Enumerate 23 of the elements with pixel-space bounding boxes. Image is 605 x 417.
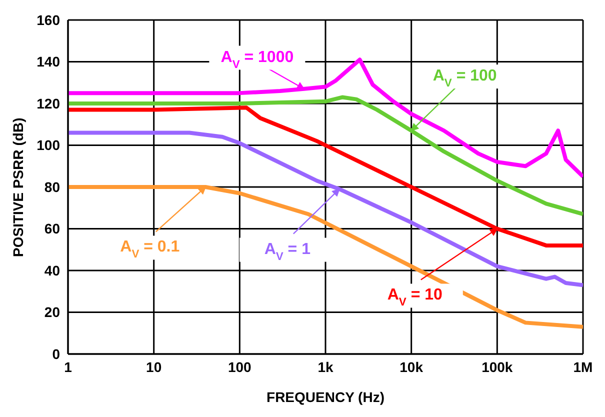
x-tick-label: 1M [573,358,593,375]
y-tick-label: 80 [44,178,60,195]
y-axis-title: POSITIVE PSRR (dB) [10,118,26,257]
y-tick-label: 0 [52,346,60,362]
x-tick-label: 10 [146,358,162,375]
text: A$_{V}$ = 100 [432,68,497,90]
y-tick-label: 100 [36,137,60,154]
text: A$_{V}$ = 10 [387,286,443,309]
y-tick-label: 60 [44,220,60,237]
text: A$_{V}$ = 0.1 [120,238,180,261]
x-tick-label: 10k [400,358,424,375]
x-tick-label: 100k [482,358,513,375]
series-label: A$_{V}$ = 1000 [220,48,294,71]
y-tick-label: 160 [36,12,60,28]
x-axis-title: FREQUENCY (Hz) [266,389,384,405]
y-tick-label: 120 [36,95,60,112]
x-tick-label: 100 [228,358,252,375]
text: A$_{V}$ = 1 [264,240,311,263]
y-tick-label: 140 [36,54,60,70]
y-tick-label: 40 [44,262,60,278]
x-tick-label: 1k [318,358,334,375]
x-tick-label: 1 [64,358,72,375]
y-tick-label: 20 [44,304,60,320]
